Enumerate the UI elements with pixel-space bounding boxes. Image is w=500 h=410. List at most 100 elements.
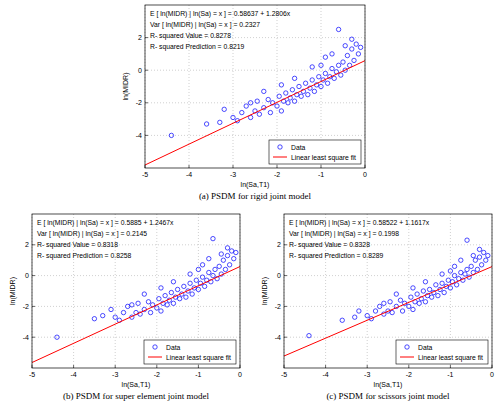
data-point xyxy=(244,104,248,108)
tick-mark xyxy=(367,365,368,368)
data-point xyxy=(377,304,381,308)
data-point xyxy=(292,99,296,103)
tick-mark xyxy=(145,70,148,71)
data-point xyxy=(332,76,336,80)
annotation: E [ ln(MIDR) | ln(Sa) = x ] = 0.58637 + … xyxy=(150,10,291,18)
data-point xyxy=(268,110,272,114)
annotation: E [ ln(MIDR) | ln(Sa) = x ] = 0.5885 + 1… xyxy=(37,219,174,227)
legend-box xyxy=(269,140,361,164)
tick-label: -2 xyxy=(275,303,281,310)
data-point xyxy=(469,264,473,268)
data-point xyxy=(484,258,488,262)
data-point xyxy=(125,304,129,308)
tick-label: -2 xyxy=(154,371,160,378)
data-point xyxy=(341,60,345,64)
data-point xyxy=(336,27,340,31)
grid-line xyxy=(367,214,368,368)
data-point xyxy=(182,284,186,288)
data-point xyxy=(479,263,483,267)
annotation: R- squared Prediction = 0.8258 xyxy=(37,252,131,260)
data-point xyxy=(190,292,194,296)
plot-frame xyxy=(284,214,492,368)
data-point xyxy=(373,309,377,313)
data-point xyxy=(452,264,456,268)
annotation: Var [ ln(MIDR) | ln(Sa) = x ] = 0.2327 xyxy=(150,21,260,29)
grid-line xyxy=(32,337,240,338)
plot-background xyxy=(32,214,240,368)
data-point xyxy=(279,83,283,87)
legend-swatch xyxy=(153,345,157,349)
data-point xyxy=(398,298,402,302)
data-point xyxy=(486,253,490,257)
data-point xyxy=(279,109,283,113)
data-point xyxy=(415,292,419,296)
grid-line xyxy=(284,275,492,276)
tick-label: 2 xyxy=(25,241,29,248)
data-point xyxy=(350,37,354,41)
data-point xyxy=(307,333,311,337)
annotation: Var [ ln(MIDR) | ln(Sa) = x ] = 0.2145 xyxy=(37,230,147,238)
tick-mark xyxy=(284,306,287,307)
data-point xyxy=(92,317,96,321)
data-point xyxy=(354,42,358,46)
data-point xyxy=(148,310,152,314)
data-point xyxy=(165,303,169,307)
data-point xyxy=(177,297,181,301)
data-point xyxy=(477,247,481,251)
data-point xyxy=(465,267,469,271)
tick-label: -1 xyxy=(195,371,201,378)
legend-swatch xyxy=(278,145,282,149)
data-point xyxy=(454,283,458,287)
data-point xyxy=(290,88,294,92)
plot-background xyxy=(284,214,492,368)
data-point xyxy=(319,63,323,67)
data-point xyxy=(130,303,134,307)
data-point xyxy=(323,55,327,59)
data-point xyxy=(159,309,163,313)
data-point xyxy=(109,307,113,311)
legend-label: Data xyxy=(291,144,306,151)
legend-swatch xyxy=(405,345,409,349)
x-axis-label: ln(Sa,T1) xyxy=(122,381,151,389)
data-point xyxy=(330,52,334,56)
tick-label: -2 xyxy=(274,171,280,178)
data-point xyxy=(409,295,413,299)
data-point xyxy=(200,275,204,279)
data-point xyxy=(222,107,226,111)
data-point xyxy=(473,258,477,262)
tick-label: 2 xyxy=(277,241,281,248)
data-point xyxy=(382,301,386,305)
data-point xyxy=(299,94,303,98)
legend-label: Linear least square fit xyxy=(291,154,356,162)
legend-box xyxy=(396,340,488,364)
tick-mark xyxy=(277,165,278,168)
data-point xyxy=(312,89,316,93)
data-point xyxy=(358,45,362,49)
data-point xyxy=(113,315,117,319)
tick-mark xyxy=(408,365,409,368)
data-point xyxy=(448,269,452,273)
data-point xyxy=(365,313,369,317)
tick-label: -1 xyxy=(447,371,453,378)
data-point xyxy=(163,293,167,297)
tick-mark xyxy=(145,135,148,136)
tick-label: -2 xyxy=(136,99,142,106)
data-point xyxy=(440,272,444,276)
data-point xyxy=(343,44,347,48)
data-point xyxy=(423,280,427,284)
annotation: R- squared Prediction = 0.8289 xyxy=(289,252,383,260)
data-point xyxy=(284,91,288,95)
tick-label: -4 xyxy=(275,334,281,341)
data-point xyxy=(200,263,204,267)
chart-panel: -5-4-3-2-10-4-202E [ ln(MIDR) | ln(Sa) =… xyxy=(9,214,242,401)
tick-mark xyxy=(32,244,35,245)
data-point xyxy=(325,81,329,85)
data-point xyxy=(217,264,221,268)
annotation: R- squared Value = 0.8328 xyxy=(289,241,370,249)
data-point xyxy=(446,278,450,282)
data-point xyxy=(390,310,394,314)
tick-label: -4 xyxy=(322,371,328,378)
data-point xyxy=(394,292,398,296)
legend-swatch xyxy=(273,157,287,158)
data-point xyxy=(171,280,175,284)
